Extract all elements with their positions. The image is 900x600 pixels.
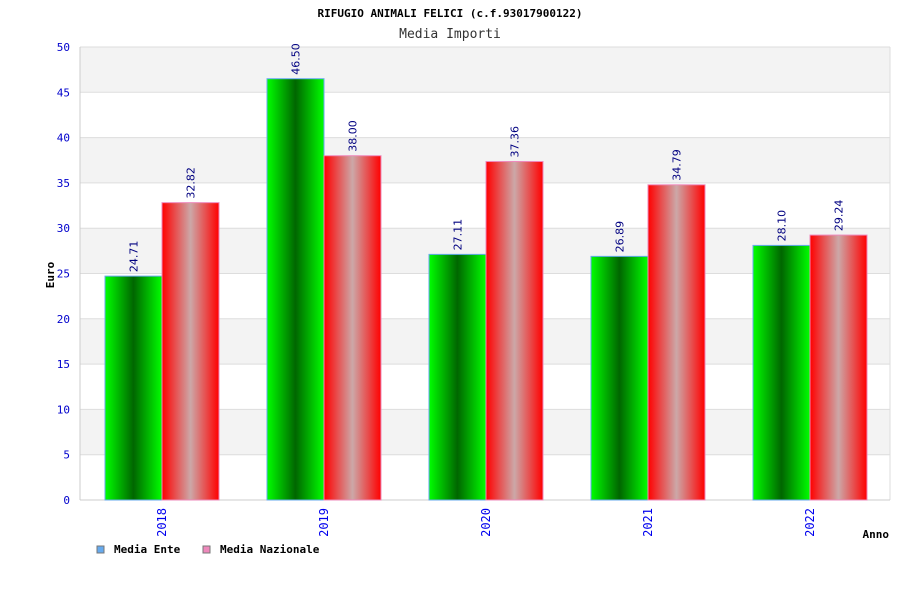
- data-label: 28.10: [776, 210, 789, 242]
- y-tick-label: 50: [57, 41, 70, 54]
- grid-band: [80, 137, 890, 183]
- x-tick-label: 2019: [317, 508, 331, 537]
- grid-band: [80, 47, 890, 93]
- y-tick-label: 35: [57, 177, 70, 190]
- data-label: 29.24: [833, 200, 846, 232]
- y-axis-label: Euro: [44, 261, 57, 288]
- data-label: 24.71: [128, 241, 141, 273]
- y-tick-label: 10: [57, 403, 70, 416]
- data-label: 26.89: [614, 221, 627, 253]
- bar-media-ente-2018: [104, 275, 163, 501]
- bar-media-ente-2020: [428, 253, 487, 501]
- y-tick-label: 45: [57, 86, 70, 99]
- legend-label: Media Nazionale: [220, 543, 320, 556]
- y-tick-label: 30: [57, 222, 70, 235]
- bar-media-nazionale-2019: [323, 155, 382, 501]
- x-tick-label: 2021: [641, 508, 655, 537]
- data-label: 46.50: [290, 43, 303, 75]
- y-tick-label: 40: [57, 132, 70, 145]
- data-label: 32.82: [185, 167, 198, 199]
- legend-swatch: [202, 545, 211, 554]
- y-tick-label: 20: [57, 313, 70, 326]
- bar-media-ente-2019: [266, 78, 325, 501]
- y-tick-label: 0: [63, 494, 70, 507]
- bar-media-nazionale-2022: [809, 234, 868, 501]
- chart-subtitle: Media Importi: [399, 27, 501, 42]
- y-tick-label: 5: [63, 449, 70, 462]
- x-tick-label: 2020: [479, 508, 493, 537]
- bar-media-ente-2021: [590, 255, 649, 501]
- data-label: 27.11: [452, 219, 465, 251]
- bar-media-ente-2022: [752, 244, 811, 501]
- chart-title: RIFUGIO ANIMALI FELICI (c.f.93017900122): [318, 7, 583, 20]
- data-label: 37.36: [509, 126, 522, 158]
- x-tick-label: 2022: [803, 508, 817, 537]
- x-tick-label: 2018: [155, 508, 169, 537]
- y-tick-label: 25: [57, 268, 70, 281]
- bar-media-nazionale-2018: [161, 202, 220, 501]
- x-axis-label: Anno: [863, 528, 890, 541]
- legend-swatch: [96, 545, 105, 554]
- data-label: 38.00: [347, 120, 360, 152]
- legend-label: Media Ente: [114, 543, 181, 556]
- bar-media-nazionale-2020: [485, 161, 544, 501]
- data-label: 34.79: [671, 149, 684, 181]
- bar-media-nazionale-2021: [647, 184, 706, 501]
- y-tick-label: 15: [57, 358, 70, 371]
